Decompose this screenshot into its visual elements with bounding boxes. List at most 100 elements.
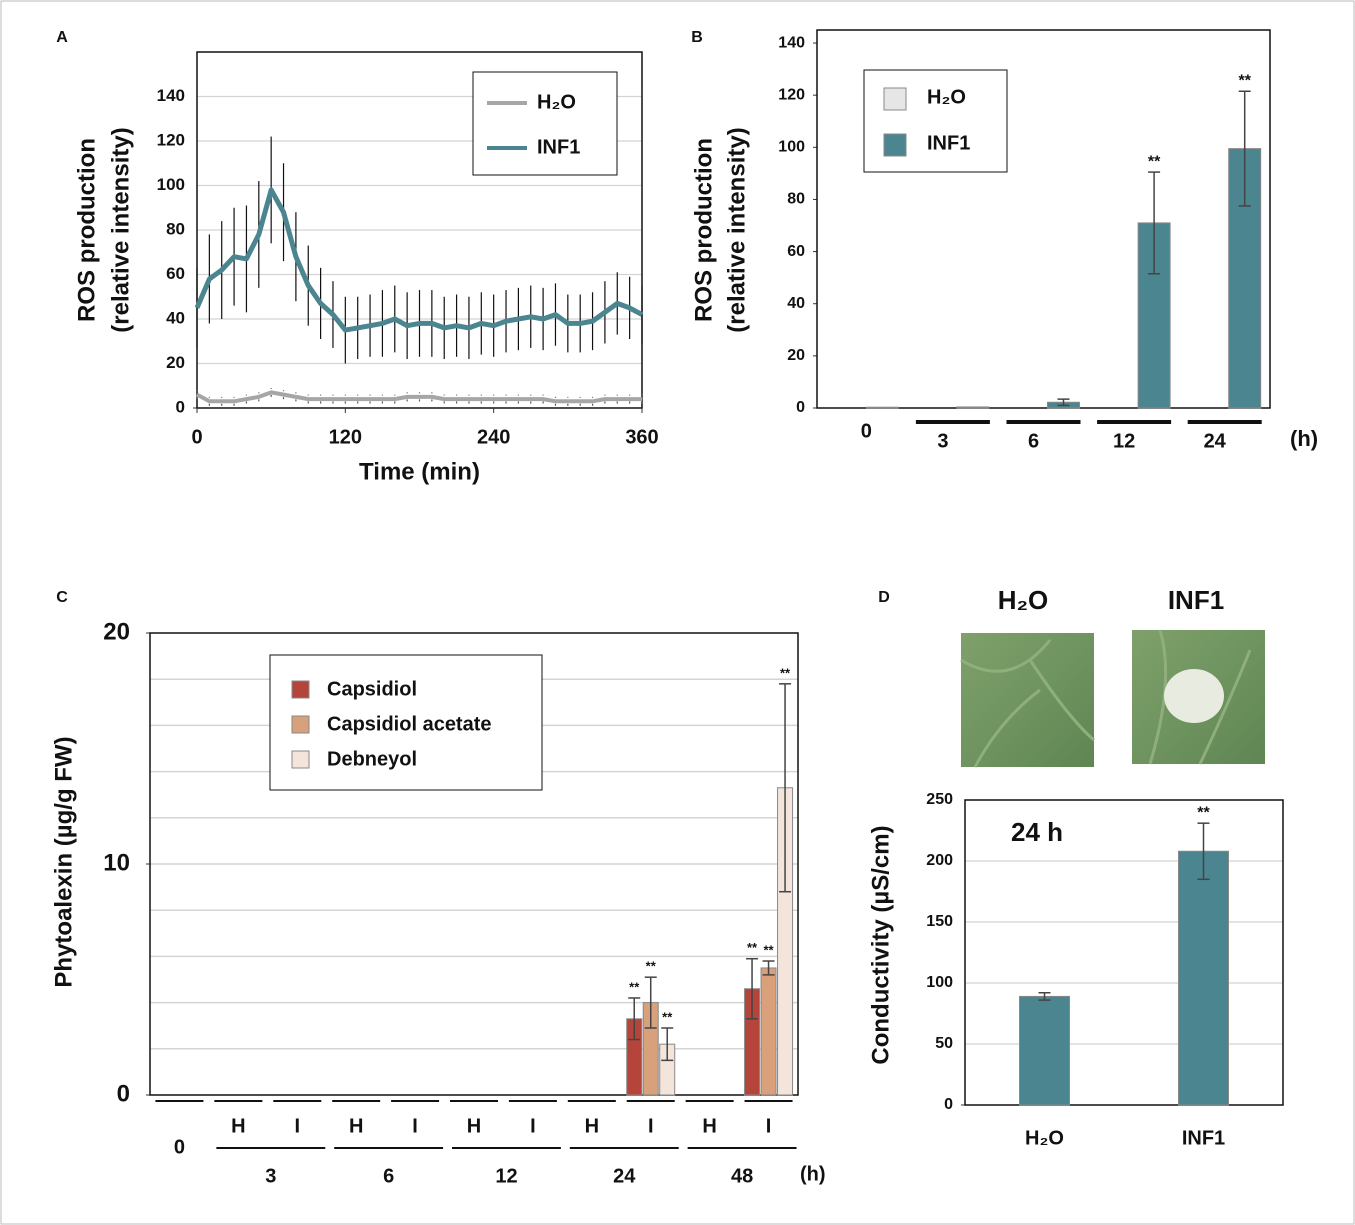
series-line: [194, 187, 644, 333]
y-tick-label: 0: [117, 1080, 130, 1107]
group-label: 6: [383, 1165, 394, 1187]
legend-swatch: [291, 750, 310, 769]
significance: **: [747, 940, 758, 955]
x-tick-label: 120: [329, 426, 362, 448]
x-tick-label: 360: [625, 426, 658, 448]
bar: [1178, 850, 1229, 1106]
x-tick-label: 24: [1204, 430, 1227, 452]
x-tick-label: 0: [174, 1136, 185, 1158]
significance: **: [763, 942, 774, 957]
legend-label: H₂O: [927, 86, 966, 108]
y-tick-label: 150: [926, 913, 953, 930]
legend-swatch: [291, 715, 310, 734]
significance: **: [1148, 153, 1161, 170]
x-tick-label: I: [648, 1115, 654, 1137]
legend-label: INF1: [927, 132, 970, 154]
bar: [956, 406, 990, 409]
legend-label: H₂O: [537, 91, 576, 113]
y-tick-label: 100: [778, 139, 805, 156]
x-tick-label: 0: [191, 426, 202, 448]
x-tick-label: H: [349, 1115, 363, 1137]
x-tick-label: 3: [937, 430, 948, 452]
x-tick-label: 0: [861, 420, 872, 442]
panel-label: D: [878, 589, 890, 606]
y-tick-label: 140: [157, 86, 185, 105]
legend-label: Capsidiol acetate: [327, 713, 492, 735]
bar: [1019, 995, 1070, 1106]
y-tick-label: 80: [166, 219, 185, 238]
x-tick-label: H: [585, 1115, 599, 1137]
panel-label: A: [56, 29, 68, 46]
bar: [760, 967, 777, 1096]
y-tick-label: 20: [166, 353, 185, 372]
y-tick-label: 0: [796, 399, 805, 416]
x-tick-label: INF1: [1182, 1127, 1225, 1149]
x-tick-label: 12: [1113, 430, 1135, 452]
y-tick-label: 40: [787, 295, 805, 312]
leaf-vein: [960, 639, 1095, 768]
significance: **: [1238, 72, 1251, 89]
x-tick-label: H: [231, 1115, 245, 1137]
y-tick-label: 120: [778, 86, 805, 103]
plot-frame: [816, 29, 1271, 409]
plot-frame: [196, 51, 643, 409]
series-line: [196, 390, 642, 404]
y-tick-label: 100: [157, 175, 185, 194]
legend-swatch: [291, 680, 310, 699]
x-tick-label: 240: [477, 426, 510, 448]
group-label: 24: [613, 1165, 636, 1187]
y-tick-label: 0: [176, 397, 185, 416]
y-tick-label: 50: [935, 1035, 953, 1052]
x-axis-label: Time (min): [359, 458, 480, 485]
y-tick-label: 250: [926, 791, 953, 808]
panel-label: C: [56, 589, 68, 606]
legend-box: [472, 71, 618, 176]
x-tick-label: I: [294, 1115, 300, 1137]
y-tick-label: 200: [926, 852, 953, 869]
y-tick-label: 120: [157, 130, 185, 149]
y-tick-label: 20: [103, 618, 130, 645]
y-axis-label: (relative intensity): [107, 127, 134, 332]
annotation: 24 h: [1011, 817, 1063, 847]
x-unit: (h): [1290, 426, 1318, 451]
photo-label: H₂O: [998, 585, 1049, 615]
x-tick-label: I: [766, 1115, 772, 1137]
significance: **: [1197, 804, 1210, 821]
significance: **: [662, 1009, 673, 1024]
legend-label: Capsidiol: [327, 678, 417, 700]
significance: **: [629, 979, 640, 994]
y-axis-label: ROS production: [690, 138, 717, 322]
group-label: 48: [731, 1165, 753, 1187]
x-tick-label: H: [702, 1115, 716, 1137]
y-tick-label: 0: [944, 1096, 953, 1113]
legend-label: Debneyol: [327, 748, 417, 770]
significance: **: [780, 665, 791, 680]
x-tick-label: H: [467, 1115, 481, 1137]
y-tick-label: 60: [787, 243, 805, 260]
plot-frame: [149, 632, 799, 1096]
y-tick-label: 10: [103, 849, 130, 876]
legend-label: INF1: [537, 136, 580, 158]
y-axis-label: ROS production: [73, 138, 100, 322]
y-tick-label: 100: [926, 974, 953, 991]
x-tick-label: H₂O: [1025, 1127, 1064, 1149]
significance: **: [646, 959, 657, 974]
legend-swatch: [883, 133, 907, 157]
y-axis-label: Conductivity (µS/cm): [867, 825, 894, 1064]
y-axis-label: Phytoalexin (µg/g FW): [50, 736, 77, 987]
y-axis-label: (relative intensity): [723, 127, 750, 332]
lesion: [1164, 669, 1224, 723]
panel-label: B: [691, 29, 703, 46]
x-tick-label: I: [530, 1115, 536, 1137]
y-tick-label: 140: [778, 34, 805, 51]
plot-frame: [964, 799, 1284, 1106]
y-tick-label: 40: [166, 308, 185, 327]
bar: [865, 406, 899, 409]
group-label: 12: [495, 1165, 517, 1187]
leaf-vein: [1148, 629, 1252, 765]
legend-box: [269, 654, 543, 791]
y-tick-label: 60: [166, 264, 185, 283]
x-tick-label: 6: [1028, 430, 1039, 452]
